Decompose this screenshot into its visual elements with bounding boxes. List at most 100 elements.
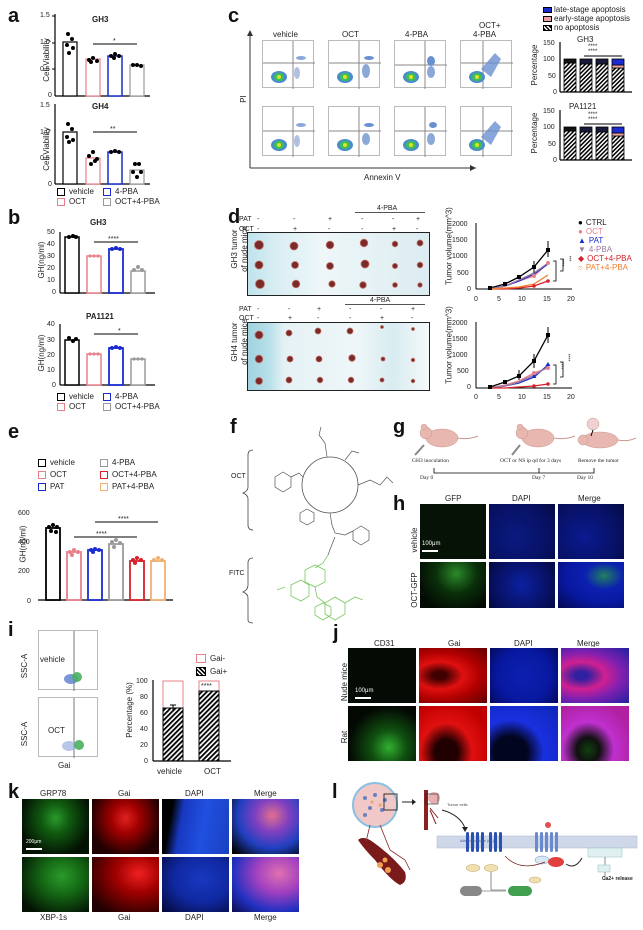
sign: + [392, 226, 397, 233]
legend-item-oct-4pba: OCT+4-PBA [103, 402, 160, 411]
x-tick: 10 [518, 296, 526, 303]
y-tick: 2000 [452, 320, 468, 327]
scale-bar [26, 848, 42, 850]
x-tick: 20 [567, 296, 575, 303]
y-axis-label: Tumor volume(mm^3) [444, 306, 454, 384]
diagram-label: Tumor cells [447, 802, 468, 807]
y-tick: 20 [47, 352, 55, 359]
bar-chart-b-pa1121 [59, 324, 155, 386]
legend-item-oct: OCT [57, 197, 86, 206]
row-label: vehicle [410, 527, 419, 553]
column-label: Merge [254, 789, 277, 798]
group-label: 4-PBA [370, 297, 391, 304]
y-tick: 150 [543, 40, 555, 47]
fluorescence-dapi-nude [489, 647, 559, 704]
legend-item-pat: PAT [38, 482, 64, 491]
column-label: GFP [445, 494, 462, 503]
panel-letter-l: l [332, 781, 338, 803]
column-label: GRP78 [40, 789, 67, 798]
row-label-oct: OCT [239, 226, 254, 233]
significance-marker: **** [558, 258, 565, 267]
group-bracket [345, 304, 425, 305]
tumor-photo-gh4 [247, 322, 430, 391]
fluorescence-merge-top [231, 798, 300, 855]
x-tick: 15 [543, 296, 551, 303]
legend-item-oct: ● OCT [578, 227, 603, 236]
legend-item-4pba: ▼ 4-PBA [578, 245, 613, 254]
panel-letter-e: e [8, 421, 20, 443]
bar-chart-gh3 [52, 14, 150, 97]
panel-letter-i: i [8, 619, 14, 641]
y-tick: 40 [140, 726, 148, 733]
panel-letter-b: b [8, 207, 21, 229]
flow-label: vehicle [40, 655, 65, 664]
sign: - [361, 226, 364, 233]
column-label: Gai [448, 639, 461, 648]
condition-label: 4-PBA [405, 30, 429, 39]
flow-plot [262, 106, 315, 157]
legend-item-vehicle: vehicle [38, 458, 75, 467]
panel-letter-g: g [393, 416, 406, 438]
legend-item-4pba: 4-PBA [100, 458, 135, 467]
label-oct: OCT [231, 473, 246, 480]
fluorescence-merge-rat [560, 705, 630, 762]
condition-label: OCT+ [479, 21, 501, 30]
y-tick: 0 [467, 286, 471, 293]
flow-plot [328, 40, 381, 89]
fluorescence-merge-vehicle [557, 503, 625, 560]
image-label: GH4 tumor [230, 322, 239, 362]
fluorescence-gfp-oct [419, 561, 487, 609]
sign: + [380, 315, 385, 322]
sign: - [349, 315, 352, 322]
scale-label: 100μm [422, 541, 441, 547]
x-tick: 0 [474, 296, 478, 303]
sign: - [293, 216, 296, 223]
y-tick: 2000 [452, 221, 468, 228]
sign: + [293, 226, 298, 233]
significance-marker: **** [564, 353, 571, 362]
timeline-step: OCT or NS ip qd for 3 days [500, 458, 562, 464]
chart-title: GH3 [92, 15, 109, 24]
sign: - [317, 315, 320, 322]
line-chart-gh4 [475, 322, 572, 389]
fluorescence-dapi-oct [488, 561, 556, 609]
y-tick: 50 [548, 141, 556, 148]
panel-letter-c: c [228, 5, 240, 27]
sign: + [317, 306, 322, 313]
column-label: DAPI [185, 913, 204, 922]
panel-letter-h: h [393, 493, 406, 515]
fluorescence-cd31-rat [347, 705, 417, 762]
column-label: Gai [118, 913, 131, 922]
chart-title: GH3 [90, 218, 107, 227]
row-label-pat: PAT [239, 216, 252, 223]
fluorescence-merge-oct [557, 561, 625, 609]
y-axis-label: Cell Viability [42, 127, 51, 171]
sign: - [328, 226, 331, 233]
y-tick: 1000 [452, 352, 468, 359]
significance-marker: ** [110, 126, 116, 133]
y-tick: 0 [27, 598, 31, 605]
y-tick: 0.5 [40, 155, 50, 162]
x-tick: vehicle [157, 767, 182, 776]
y-tick: 10 [47, 277, 55, 284]
y-tick: 1.0 [40, 129, 50, 136]
y-axis-label: SSC-A [20, 653, 29, 679]
stacked-bar-i [152, 680, 231, 762]
y-tick: 40 [47, 241, 55, 248]
significance-marker: **** [118, 516, 129, 523]
fluorescence-cd31-nude [347, 647, 417, 704]
y-tick: 0 [52, 289, 56, 296]
timeline-mice-illustration [414, 417, 637, 474]
label-fitc: FITC [229, 570, 245, 577]
fluorescence-gai-bottom [91, 856, 160, 913]
legend-item-4pba: 4-PBA [103, 392, 138, 401]
chemical-structure [241, 426, 394, 624]
legend-item-gai-neg: Gai- [196, 654, 225, 663]
flow-plot [262, 40, 315, 89]
sign: - [257, 216, 260, 223]
significance-marker: * [113, 38, 116, 45]
chart-title: PA1121 [86, 312, 114, 321]
x-axis-label-annexin: Annexin V [364, 173, 401, 182]
fluorescence-gai-top [91, 798, 160, 855]
sign: - [257, 306, 260, 313]
